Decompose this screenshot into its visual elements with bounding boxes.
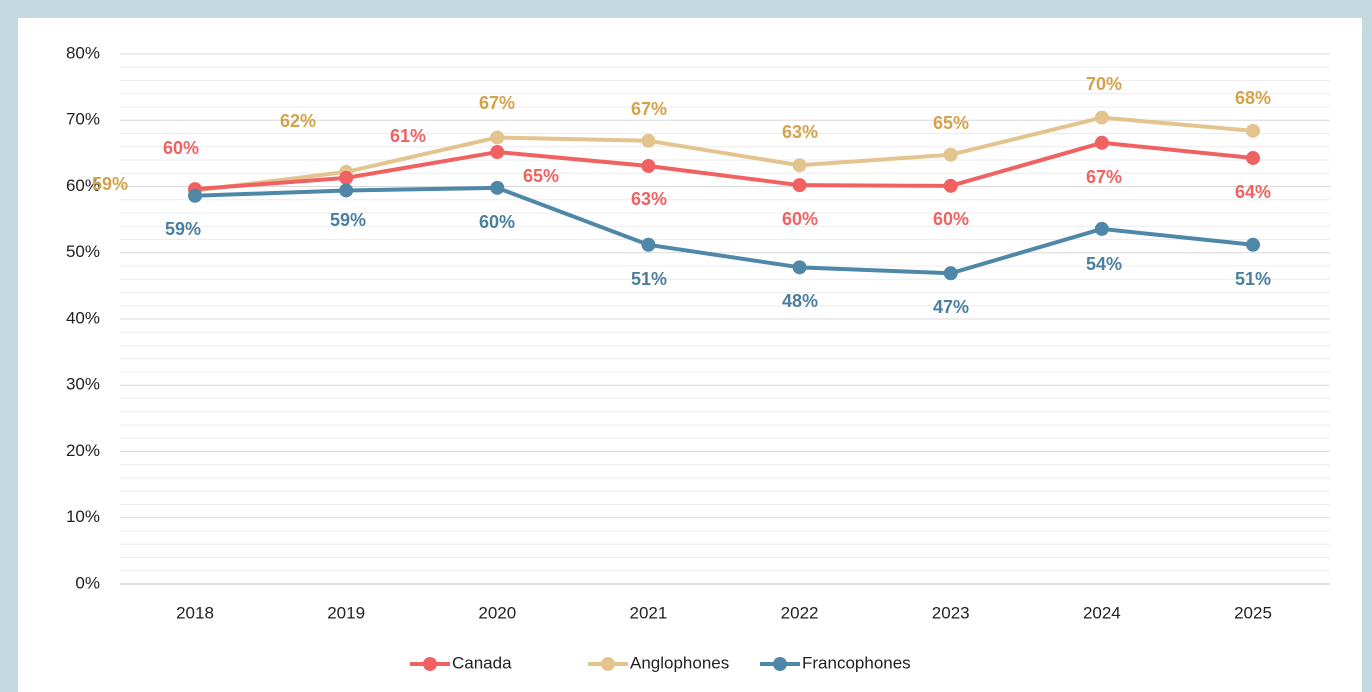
x-tick-label: 2021 [630,603,668,622]
data-label: 60% [479,212,515,232]
point [792,260,807,275]
data-label: 54% [1086,254,1122,274]
series-line [194,185,1254,276]
point [1246,123,1260,138]
point [1094,221,1109,236]
point [1094,135,1109,150]
series-line [194,115,1254,193]
data-label: 65% [933,113,969,133]
x-tick-label: 2020 [478,603,516,622]
point [792,178,807,193]
x-tick-label: 2023 [932,603,970,622]
panel [18,18,1362,692]
point [641,133,656,148]
point [943,147,958,162]
legend-label: Anglophones [630,653,729,672]
data-label: 67% [1086,167,1122,187]
data-label: 60% [782,209,818,229]
x-tick-label: 2019 [327,603,365,622]
x-tick-label: 2022 [781,603,819,622]
point [490,180,505,195]
data-label: 70% [1086,74,1122,94]
point [188,188,202,203]
x-tick-label: 2018 [176,603,214,622]
legend-marker [423,657,437,671]
legend-marker [601,657,615,671]
data-label: 51% [1235,269,1271,289]
point [1246,151,1260,166]
point [1094,110,1109,125]
legend-label: Canada [452,653,512,672]
data-label: 60% [163,138,199,158]
point [339,170,354,185]
y-tick-label: 70% [66,110,100,129]
data-label: 68% [1235,88,1271,108]
point [792,158,807,173]
data-label: 67% [479,93,515,113]
y-tick-label: 30% [66,375,100,394]
data-label: 59% [92,174,128,194]
y-tick-label: 0% [75,573,100,592]
legend-marker [773,657,787,671]
point [1246,237,1260,252]
y-tick-label: 80% [66,43,100,62]
y-tick-label: 50% [66,242,100,261]
data-label: 48% [782,291,818,311]
x-tick-label: 2025 [1234,603,1272,622]
y-tick-label: 40% [66,308,100,327]
data-label: 62% [280,111,316,131]
y-tick-label: 10% [66,507,100,526]
series-line [194,140,1254,192]
data-label: 47% [933,297,969,317]
data-label: 63% [631,189,667,209]
y-tick-label: 20% [66,441,100,460]
point [490,145,505,160]
point [943,178,958,193]
x-tick-label: 2024 [1083,603,1121,622]
data-label: 65% [523,166,559,186]
data-label: 51% [631,269,667,289]
point [490,130,505,145]
data-label: 67% [631,99,667,119]
point [641,237,656,252]
point [339,183,354,198]
y-tick-label: 60% [66,176,100,195]
point [641,158,656,173]
legend-label: Francophones [802,653,911,672]
data-label: 63% [782,122,818,142]
point [943,266,958,281]
data-label: 59% [330,210,366,230]
data-label: 64% [1235,182,1271,202]
data-label: 59% [165,219,201,239]
data-label: 61% [390,126,426,146]
data-label: 60% [933,209,969,229]
